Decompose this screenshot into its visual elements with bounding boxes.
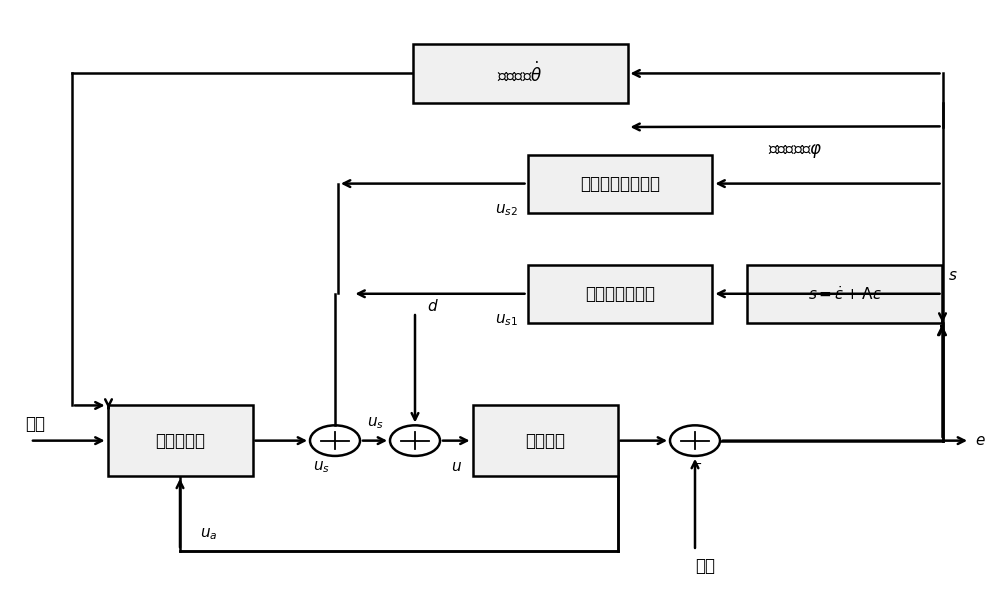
FancyBboxPatch shape (528, 265, 712, 323)
Text: 前馈补偿项: 前馈补偿项 (155, 431, 205, 450)
Text: 参数估计$\dot{\theta}$: 参数估计$\dot{\theta}$ (497, 62, 543, 85)
Text: 指令: 指令 (695, 557, 715, 575)
Text: 参数回归器$\varphi$: 参数回归器$\varphi$ (768, 143, 822, 160)
FancyBboxPatch shape (108, 406, 252, 476)
Text: 非线性鲁棒反馈项: 非线性鲁棒反馈项 (580, 174, 660, 193)
Text: $u_a$: $u_a$ (200, 526, 217, 542)
Text: $u$: $u$ (451, 459, 462, 474)
Text: 执行机构: 执行机构 (525, 431, 565, 450)
Text: 线性鲁棒反馈项: 线性鲁棒反馈项 (585, 285, 655, 303)
Text: $s$: $s$ (948, 268, 957, 283)
FancyBboxPatch shape (473, 406, 618, 476)
Text: $u_{s2}$: $u_{s2}$ (495, 202, 518, 218)
FancyBboxPatch shape (747, 265, 942, 323)
Text: $d$: $d$ (427, 298, 439, 314)
Text: $-$: $-$ (691, 457, 702, 469)
Text: $u_{s1}$: $u_{s1}$ (495, 312, 518, 328)
Text: $e$: $e$ (975, 433, 986, 448)
FancyBboxPatch shape (413, 45, 628, 103)
Text: $u_s$: $u_s$ (367, 416, 383, 431)
Text: $s=\dot{\varepsilon}+\Lambda\varepsilon$: $s=\dot{\varepsilon}+\Lambda\varepsilon$ (808, 285, 882, 303)
Text: $u_s$: $u_s$ (313, 459, 330, 475)
Text: 指令: 指令 (25, 416, 45, 433)
FancyBboxPatch shape (528, 155, 712, 213)
